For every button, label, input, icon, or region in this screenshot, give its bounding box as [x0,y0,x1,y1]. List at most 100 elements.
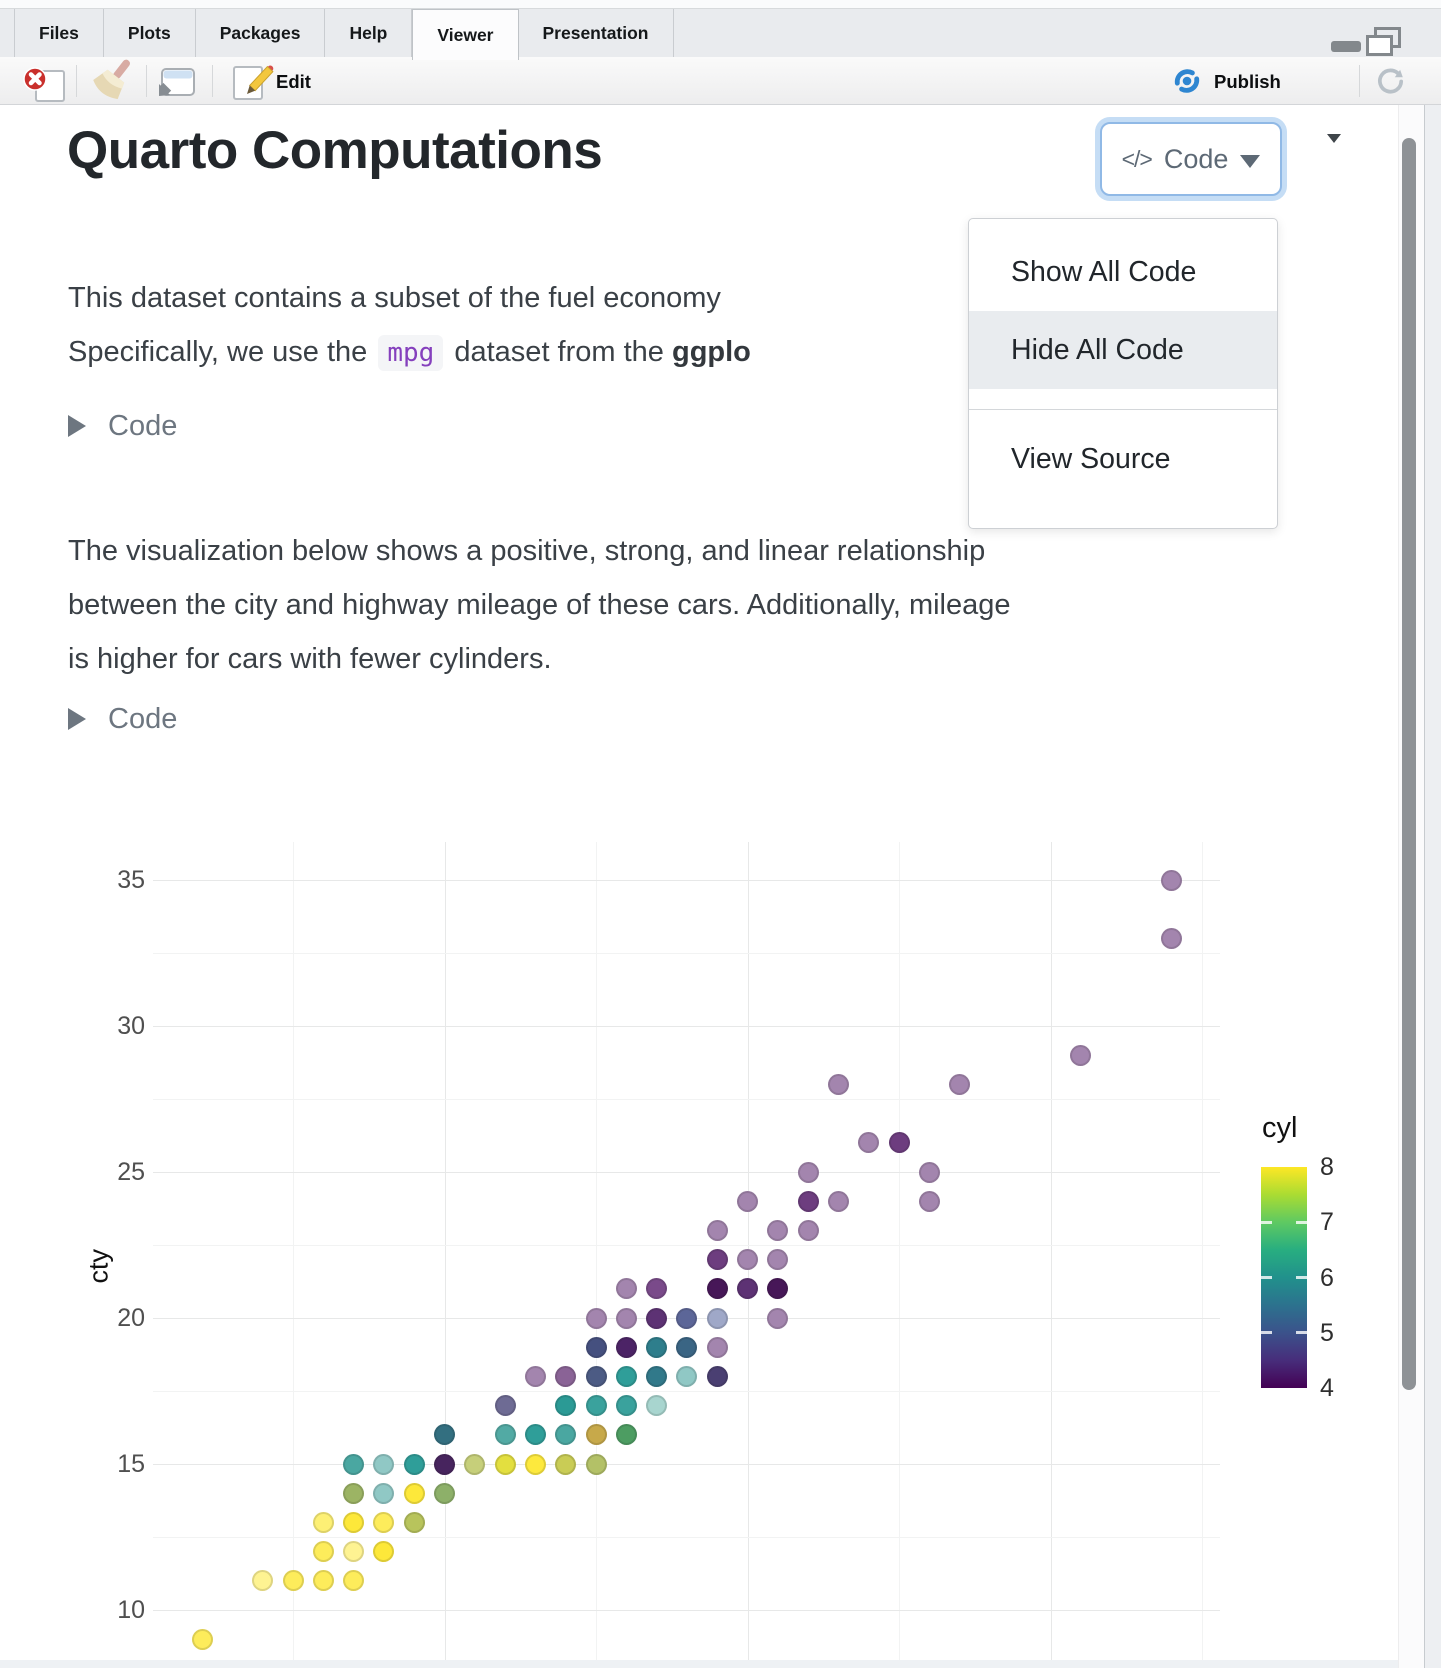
data-point [706,1336,728,1358]
gridline-y [153,1026,1220,1027]
data-point [615,1395,637,1417]
menu-item-hide-all-code[interactable]: Hide All Code [969,311,1277,389]
data-point [1161,927,1183,949]
data-point [615,1278,637,1300]
tab-files[interactable]: Files [14,9,104,57]
edit-button-label[interactable]: Edit [276,71,311,92]
data-point [615,1307,637,1329]
publish-button-label[interactable]: Publish [1214,71,1281,92]
tab-packages[interactable]: Packages [196,9,326,57]
data-point [797,1190,819,1212]
data-point [312,1541,334,1563]
data-point [888,1132,910,1154]
gridline-x [1050,842,1052,1660]
data-point [585,1453,607,1475]
toolbar-separator [76,65,77,97]
refresh-icon[interactable] [1374,65,1406,97]
legend-tick-mark [1261,1276,1272,1279]
menu-item-view-source[interactable]: View Source [1011,442,1171,475]
data-point [524,1424,546,1446]
data-point [585,1307,607,1329]
page-title: Quarto Computations [67,121,603,180]
data-point [403,1453,425,1475]
data-point [343,1541,365,1563]
code-fold-toggle-1[interactable]: Code [68,410,177,442]
gridline-y [153,1245,1220,1246]
data-point [585,1365,607,1387]
data-point [767,1278,789,1300]
data-point [373,1541,395,1563]
tab-bar: Files Plots Packages Help Viewer Presentation [0,8,1441,60]
data-point [585,1395,607,1417]
code-fold-toggle-2[interactable]: Code [68,702,178,735]
data-point [312,1511,334,1533]
publish-icon[interactable] [1173,67,1201,95]
data-point [646,1278,668,1300]
viewer-toolbar: Edit Publish [0,57,1441,143]
data-point [343,1482,365,1504]
broom-clear-icon[interactable] [88,59,136,105]
pane-bottom-edge [0,1660,1398,1668]
y-tick-label: 15 [117,1450,145,1478]
restore-icon-front[interactable] [1366,35,1393,56]
data-point [858,1132,880,1154]
data-point [797,1161,819,1183]
gridline-x [293,842,294,1660]
data-point [403,1511,425,1533]
data-point [918,1161,940,1183]
legend-tick-label: 7 [1320,1208,1334,1237]
legend-tick-mark [1261,1331,1272,1335]
toolbar-separator [146,65,147,97]
legend-tick-mark [1261,1220,1272,1224]
paragraph-line: This dataset contains a subset of the fu… [68,271,751,325]
legend-tick-label: 4 [1320,1374,1334,1402]
legend-tick-mark [1296,1220,1307,1224]
menu-separator [969,409,1277,410]
data-point [555,1424,577,1446]
disclosure-triangle-icon [68,708,86,730]
data-point [767,1249,789,1271]
data-point [646,1336,668,1358]
publish-dropdown-caret[interactable] [1327,134,1341,143]
minimize-icon[interactable] [1331,41,1361,52]
data-point [615,1424,637,1446]
legend-tick-label: 5 [1320,1318,1334,1347]
code-brackets-icon: </> [1121,145,1153,172]
data-point [827,1073,849,1095]
data-point [403,1482,425,1504]
data-point [191,1628,213,1650]
menu-item-show-all-code[interactable]: Show All Code [1011,255,1197,288]
data-point [252,1570,274,1592]
edit-pencil-icon[interactable] [232,62,276,102]
legend-tick-label: 8 [1320,1153,1334,1181]
open-in-new-window-icon[interactable] [154,66,196,98]
code-menu-button[interactable]: </> Code [1100,122,1282,196]
gridline-y [153,1172,1220,1173]
data-point [524,1365,546,1387]
gridline-x [596,842,597,1660]
code-menu-button-label: Code [1163,143,1229,174]
data-point [434,1453,455,1475]
gridline-y [153,1537,1220,1538]
data-point [706,1219,728,1241]
y-axis-label: cty [83,1248,114,1284]
stop-clear-viewer-icon[interactable] [22,63,68,103]
visualization-paragraph: The visualization below shows a positive… [68,524,1011,686]
data-point [343,1453,365,1475]
y-tick-label: 25 [117,1158,145,1186]
data-point [767,1219,789,1241]
code-dropdown-menu: Show All Code Hide All Code View Source [968,218,1278,529]
legend-tick-mark [1296,1276,1307,1279]
tab-viewer[interactable]: Viewer [412,9,519,60]
text-segment: dataset from the [446,336,672,368]
data-point [524,1453,546,1475]
data-point [646,1365,668,1387]
tab-plots[interactable]: Plots [104,9,196,57]
tab-help[interactable]: Help [325,9,413,57]
tab-presentation[interactable]: Presentation [519,9,674,57]
code-fold-label: Code [108,702,178,735]
scrollbar-thumb[interactable] [1402,138,1416,1390]
gridline-y [153,1099,1220,1100]
